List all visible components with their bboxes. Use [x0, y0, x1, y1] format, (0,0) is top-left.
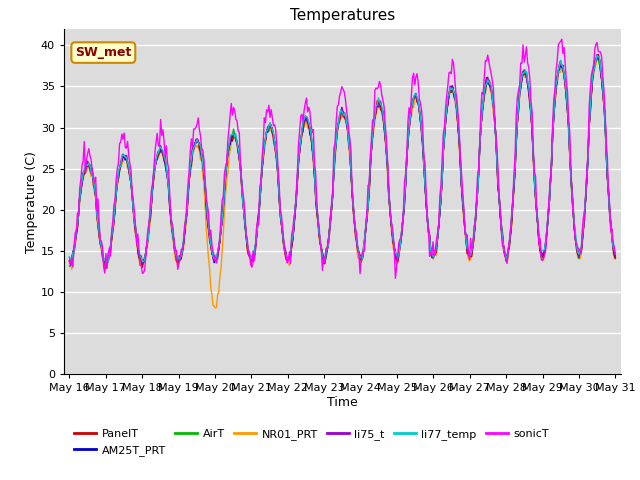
sonicT	[392, 276, 399, 281]
PanelT	[398, 223, 406, 229]
Line: li77_temp: li77_temp	[70, 56, 615, 262]
AM25T_PRT	[236, 156, 243, 162]
sonicT	[564, 88, 572, 94]
NR01_PRT	[237, 168, 244, 174]
sonicT	[558, 36, 566, 42]
Text: SW_met: SW_met	[75, 46, 131, 59]
sonicT	[236, 130, 243, 135]
PanelT	[237, 165, 244, 171]
Title: Temperatures: Temperatures	[290, 9, 395, 24]
NR01_PRT	[297, 140, 305, 146]
AirT	[102, 264, 110, 270]
X-axis label: Time: Time	[327, 396, 358, 409]
PanelT	[611, 255, 619, 261]
NR01_PRT	[595, 55, 602, 61]
sonicT	[371, 87, 379, 93]
sonicT	[611, 252, 619, 257]
AirT	[611, 254, 619, 260]
AirT	[372, 109, 380, 115]
AirT	[237, 167, 244, 172]
PanelT	[372, 109, 380, 115]
Line: sonicT: sonicT	[70, 39, 615, 278]
li75_t	[398, 222, 406, 228]
AM25T_PRT	[321, 261, 328, 266]
PanelT	[102, 266, 110, 272]
PanelT	[66, 255, 74, 261]
NR01_PRT	[563, 95, 570, 101]
li75_t	[297, 136, 305, 142]
Legend: PanelT, AM25T_PRT, AirT, NR01_PRT, li75_t, li77_temp, sonicT: PanelT, AM25T_PRT, AirT, NR01_PRT, li75_…	[70, 425, 554, 460]
AM25T_PRT	[296, 148, 303, 154]
PanelT	[297, 138, 305, 144]
li75_t	[563, 89, 570, 95]
AM25T_PRT	[398, 224, 406, 229]
li75_t	[372, 105, 380, 111]
Line: AM25T_PRT: AM25T_PRT	[70, 55, 615, 264]
li77_temp	[104, 259, 112, 265]
li77_temp	[398, 223, 406, 228]
PanelT	[595, 51, 602, 57]
li77_temp	[372, 103, 380, 108]
li75_t	[66, 258, 74, 264]
PanelT	[563, 94, 570, 100]
sonicT	[398, 224, 406, 229]
li77_temp	[593, 53, 601, 59]
AM25T_PRT	[66, 258, 74, 264]
li75_t	[593, 54, 601, 60]
sonicT	[66, 258, 74, 264]
AirT	[66, 264, 74, 269]
AirT	[468, 251, 476, 257]
NR01_PRT	[468, 249, 476, 254]
Line: li75_t: li75_t	[70, 57, 615, 265]
AirT	[297, 140, 305, 146]
NR01_PRT	[66, 260, 74, 266]
li77_temp	[468, 248, 476, 253]
AirT	[398, 227, 406, 233]
AirT	[563, 91, 570, 96]
li77_temp	[611, 251, 619, 257]
li75_t	[611, 253, 619, 259]
PanelT	[468, 253, 476, 259]
Line: PanelT: PanelT	[70, 54, 615, 269]
NR01_PRT	[372, 111, 380, 117]
AM25T_PRT	[611, 254, 619, 260]
li75_t	[67, 263, 74, 268]
AM25T_PRT	[372, 106, 380, 111]
sonicT	[296, 128, 303, 133]
NR01_PRT	[398, 223, 406, 228]
AM25T_PRT	[593, 52, 601, 58]
li75_t	[237, 162, 244, 168]
li77_temp	[66, 254, 74, 260]
li77_temp	[563, 89, 570, 95]
Line: NR01_PRT: NR01_PRT	[70, 58, 615, 308]
AirT	[593, 54, 601, 60]
AM25T_PRT	[468, 250, 476, 255]
NR01_PRT	[611, 256, 619, 262]
Line: AirT: AirT	[70, 57, 615, 267]
Y-axis label: Temperature (C): Temperature (C)	[25, 151, 38, 252]
li77_temp	[237, 165, 244, 170]
li75_t	[468, 248, 476, 254]
NR01_PRT	[211, 305, 219, 311]
li77_temp	[297, 137, 305, 143]
sonicT	[468, 247, 476, 252]
AM25T_PRT	[563, 94, 570, 100]
